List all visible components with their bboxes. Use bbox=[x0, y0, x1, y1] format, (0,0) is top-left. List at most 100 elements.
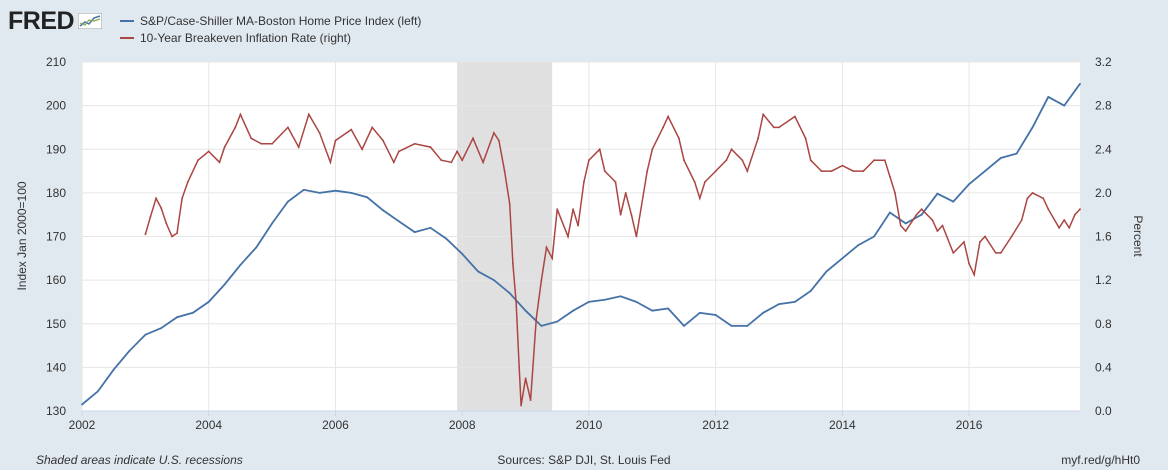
data-point-breakeven-inflation bbox=[603, 170, 606, 173]
data-point-boston-hpi bbox=[255, 246, 258, 249]
data-point-breakeven-inflation bbox=[1020, 219, 1023, 222]
data-point-boston-hpi bbox=[1047, 96, 1050, 98]
data-point-boston-hpi bbox=[651, 309, 654, 312]
left-tick-label: 210 bbox=[46, 55, 66, 69]
chart-header: FRED S&P/Case-Shiller MA-Boston Home Pri… bbox=[0, 0, 1168, 56]
data-point-breakeven-inflation bbox=[830, 170, 833, 173]
fred-logo[interactable]: FRED bbox=[8, 7, 103, 35]
data-point-breakeven-inflation bbox=[667, 115, 669, 118]
data-point-boston-hpi bbox=[714, 314, 717, 316]
data-point-breakeven-inflation bbox=[862, 170, 865, 173]
data-point-breakeven-inflation bbox=[678, 137, 680, 140]
data-point-boston-hpi bbox=[873, 235, 875, 238]
data-point-breakeven-inflation bbox=[883, 159, 886, 162]
data-point-breakeven-inflation bbox=[973, 273, 976, 276]
data-point-boston-hpi bbox=[334, 189, 337, 192]
data-point-breakeven-inflation bbox=[714, 170, 717, 173]
legend-item-breakeven-inflation[interactable]: 10-Year Breakeven Inflation Rate (right) bbox=[120, 29, 421, 46]
recession-note: Shaded areas indicate U.S. recessions bbox=[36, 453, 243, 467]
data-point-breakeven-inflation bbox=[968, 262, 970, 265]
data-point-boston-hpi bbox=[128, 349, 131, 352]
data-point-boston-hpi bbox=[999, 157, 1002, 159]
legend-item-boston-hpi[interactable]: S&P/Case-Shiller MA-Boston Home Price In… bbox=[120, 12, 421, 29]
data-point-boston-hpi bbox=[81, 403, 83, 406]
line-chart[interactable]: 130 140 150 160 170 180 190 200 210 0.0 0.4 0.8 1.2… bbox=[0, 0, 1168, 448]
data-point-breakeven-inflation bbox=[456, 150, 458, 153]
data-point-breakeven-inflation bbox=[920, 208, 923, 211]
data-point-breakeven-inflation bbox=[529, 399, 532, 401]
data-point-breakeven-inflation bbox=[952, 252, 955, 254]
right-tick-label: 0.0 bbox=[1095, 404, 1112, 418]
data-point-breakeven-inflation bbox=[1047, 208, 1050, 211]
data-point-breakeven-inflation bbox=[297, 146, 300, 149]
left-tick-label: 160 bbox=[46, 273, 66, 287]
data-point-boston-hpi bbox=[762, 311, 765, 314]
data-point-breakeven-inflation bbox=[567, 235, 569, 238]
data-point-breakeven-inflation bbox=[207, 150, 210, 153]
data-point-boston-hpi bbox=[603, 298, 606, 301]
data-point-breakeven-inflation bbox=[144, 233, 147, 236]
data-point-boston-hpi bbox=[318, 192, 321, 194]
data-point-breakeven-inflation bbox=[635, 235, 638, 238]
right-tick-label: 3.2 bbox=[1095, 55, 1112, 69]
short-link[interactable]: myf.red/g/hHt0 bbox=[1061, 453, 1140, 467]
data-point-breakeven-inflation bbox=[171, 235, 173, 238]
data-point-boston-hpi bbox=[588, 301, 590, 303]
x-tick-label: 2002 bbox=[69, 418, 96, 432]
data-point-breakeven-inflation bbox=[651, 148, 654, 151]
data-point-breakeven-inflation bbox=[472, 137, 474, 140]
left-axis-ticks: 130 140 150 160 170 180 190 200 210 bbox=[46, 55, 66, 418]
data-point-breakeven-inflation bbox=[160, 207, 163, 210]
data-point-boston-hpi bbox=[397, 220, 400, 223]
data-point-breakeven-inflation bbox=[413, 142, 416, 145]
data-point-breakeven-inflation bbox=[239, 113, 242, 116]
data-point-breakeven-inflation bbox=[181, 197, 184, 200]
data-point-boston-hpi bbox=[889, 211, 891, 214]
data-point-breakeven-inflation bbox=[904, 230, 907, 232]
data-point-breakeven-inflation bbox=[984, 235, 986, 238]
x-tick-label: 2006 bbox=[322, 418, 349, 432]
data-point-breakeven-inflation bbox=[155, 197, 158, 200]
data-point-breakeven-inflation bbox=[450, 161, 453, 164]
data-point-boston-hpi bbox=[493, 279, 495, 281]
data-point-breakeven-inflation bbox=[598, 148, 601, 151]
data-point-breakeven-inflation bbox=[778, 126, 780, 129]
left-tick-label: 140 bbox=[46, 360, 66, 374]
data-point-breakeven-inflation bbox=[515, 301, 517, 303]
data-point-boston-hpi bbox=[366, 196, 368, 199]
data-point-boston-hpi bbox=[698, 311, 701, 314]
data-point-boston-hpi bbox=[683, 325, 685, 327]
data-point-boston-hpi bbox=[1031, 126, 1034, 129]
x-tick-label: 2010 bbox=[576, 418, 603, 432]
data-point-breakeven-inflation bbox=[392, 161, 395, 164]
data-point-boston-hpi bbox=[936, 192, 939, 195]
data-point-breakeven-inflation bbox=[482, 161, 484, 164]
data-point-breakeven-inflation bbox=[371, 126, 374, 129]
right-tick-label: 1.6 bbox=[1095, 230, 1112, 244]
data-point-breakeven-inflation bbox=[614, 181, 617, 183]
sources-text: Sources: S&P DJI, St. Louis Fed bbox=[497, 453, 671, 467]
data-point-breakeven-inflation bbox=[894, 192, 896, 194]
data-point-boston-hpi bbox=[287, 200, 289, 203]
data-point-breakeven-inflation bbox=[260, 142, 263, 145]
data-point-breakeven-inflation bbox=[899, 224, 902, 227]
data-point-breakeven-inflation bbox=[1079, 208, 1081, 211]
data-point-boston-hpi bbox=[382, 209, 384, 212]
data-point-breakeven-inflation bbox=[741, 159, 744, 162]
data-point-boston-hpi bbox=[271, 222, 273, 225]
data-point-breakeven-inflation bbox=[508, 202, 511, 205]
data-point-breakeven-inflation bbox=[1010, 235, 1013, 238]
data-point-breakeven-inflation bbox=[520, 404, 522, 407]
data-point-breakeven-inflation bbox=[773, 126, 775, 129]
x-tick-label: 2014 bbox=[829, 418, 856, 432]
data-point-breakeven-inflation bbox=[382, 139, 384, 142]
data-point-breakeven-inflation bbox=[545, 246, 548, 249]
data-point-boston-hpi bbox=[429, 226, 432, 229]
left-axis-label: Index Jan 2000=100 bbox=[15, 181, 29, 290]
data-point-breakeven-inflation bbox=[931, 219, 934, 222]
data-point-boston-hpi bbox=[302, 188, 305, 191]
legend-swatch bbox=[120, 19, 134, 22]
data-point-breakeven-inflation bbox=[165, 222, 168, 225]
data-point-breakeven-inflation bbox=[1063, 219, 1066, 222]
legend-swatch bbox=[120, 36, 134, 39]
